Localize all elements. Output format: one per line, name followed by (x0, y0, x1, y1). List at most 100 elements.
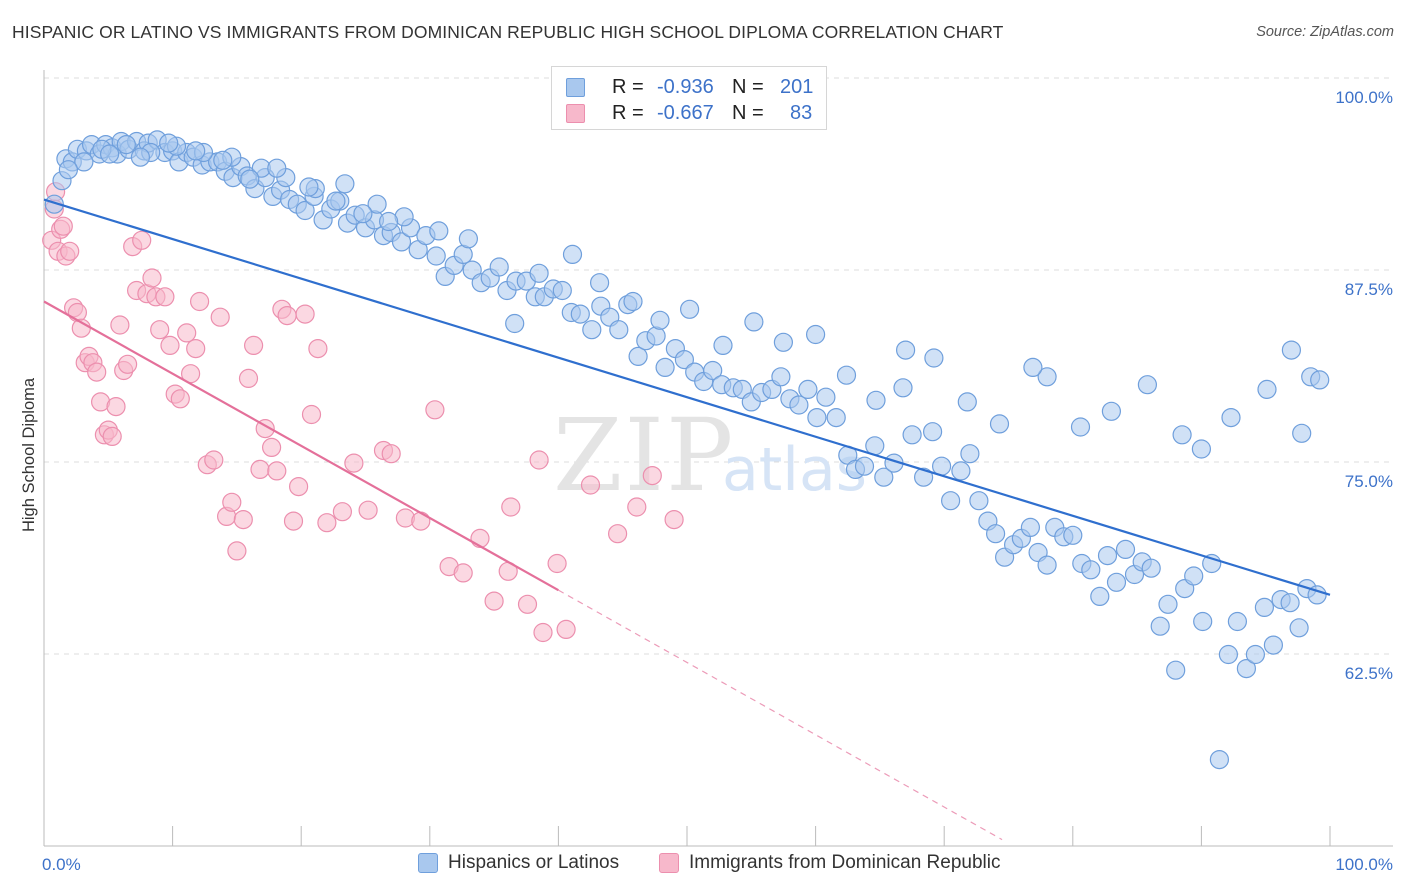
point-dominican (395, 508, 415, 528)
point-hispanic (489, 257, 509, 277)
y-tick-label: 87.5% (1345, 280, 1393, 299)
point-hispanic (609, 320, 629, 340)
point-hispanic (1218, 644, 1239, 665)
point-hispanic (1209, 749, 1230, 770)
point-hispanic (771, 367, 791, 387)
y-tick-label: 75.0% (1345, 472, 1393, 491)
point-hispanic (960, 444, 980, 464)
point-dominican (150, 320, 170, 340)
point-hispanic (1150, 616, 1170, 636)
point-hispanic (893, 378, 913, 398)
point-hispanic (552, 280, 572, 301)
point-dominican (556, 619, 576, 640)
point-dominican (277, 306, 297, 326)
point-hispanic (807, 408, 827, 428)
point-hispanic (213, 150, 233, 170)
point-hispanic (1063, 525, 1083, 545)
point-hispanic (1166, 660, 1186, 680)
point-hispanic (240, 169, 260, 189)
point-hispanic (744, 312, 764, 332)
point-hispanic (74, 152, 94, 172)
y-tick-label: 62.5% (1345, 664, 1393, 683)
point-hispanic (116, 135, 136, 155)
point-hispanic (1221, 408, 1241, 428)
point-dominican (501, 497, 521, 517)
point-hispanic (562, 244, 583, 264)
y-axis-title: High School Diploma (20, 377, 38, 532)
point-dominican (238, 368, 259, 388)
point-dominican (664, 509, 684, 530)
legend-r-value: -0.667 (657, 102, 714, 124)
point-hispanic (1137, 375, 1158, 395)
point-dominican (210, 307, 230, 327)
point-dominican (381, 444, 401, 464)
point-hispanic (295, 200, 315, 221)
legend-swatch-blue (418, 853, 438, 873)
point-hispanic (1292, 423, 1312, 443)
point-hispanic (1070, 417, 1091, 437)
source-label: Source: ZipAtlas.com (1256, 24, 1394, 40)
point-dominican (332, 502, 352, 522)
point-hispanic (159, 133, 179, 153)
point-hispanic (789, 395, 809, 415)
point-hispanic (99, 144, 120, 164)
point-dominican (60, 241, 80, 261)
point-hispanic (628, 346, 648, 366)
point-hispanic (679, 299, 700, 319)
series-dominican-points (42, 182, 684, 643)
point-hispanic (951, 461, 971, 481)
point-hispanic (299, 177, 319, 197)
point-hispanic (922, 422, 943, 442)
point-hispanic (805, 324, 826, 345)
x-tick-label-right: 100.0% (1335, 855, 1393, 874)
point-hispanic (391, 232, 412, 252)
legend-swatch-pink (659, 853, 679, 873)
point-hispanic (1115, 539, 1136, 560)
legend-n-value: 201 (780, 76, 814, 98)
point-hispanic (589, 273, 610, 293)
point-dominican (222, 492, 242, 512)
point-hispanic (1090, 586, 1110, 607)
point-hispanic (703, 360, 723, 381)
point-hispanic (874, 467, 894, 487)
legend-label-dominican: Immigrants from Dominican Republic (689, 852, 1001, 873)
point-dominican (425, 400, 445, 420)
point-hispanic (1280, 593, 1300, 613)
chart-title: HISPANIC OR LATINO VS IMMIGRANTS FROM DO… (12, 22, 1004, 42)
watermark-atlas: atlas (722, 435, 867, 505)
trendline-hispanic (43, 198, 1331, 596)
point-hispanic (1037, 555, 1057, 575)
point-dominican (106, 397, 126, 417)
point-hispanic (267, 158, 287, 178)
point-dominican (295, 304, 315, 324)
point-hispanic (1245, 644, 1266, 665)
point-hispanic (1158, 594, 1178, 614)
series-hispanic-points (44, 130, 1330, 770)
point-hispanic (130, 147, 150, 167)
point-dominican (204, 450, 224, 470)
point-hispanic (529, 263, 549, 283)
point-hispanic (866, 390, 886, 410)
point-hispanic (895, 340, 916, 360)
point-hispanic (1257, 379, 1277, 399)
point-hispanic (570, 304, 590, 324)
point-dominican (67, 302, 88, 323)
point-hispanic (505, 313, 525, 334)
point-hispanic (957, 392, 977, 412)
point-hispanic (335, 174, 355, 194)
point-dominican (244, 335, 264, 355)
point-dominican (267, 461, 287, 481)
point-hispanic (826, 408, 846, 428)
point-dominican (155, 287, 175, 307)
legend-r-value: -0.936 (657, 76, 714, 98)
point-hispanic (426, 246, 446, 266)
point-hispanic (646, 326, 666, 346)
point-hispanic (902, 425, 922, 445)
point-hispanic (1141, 558, 1161, 578)
legend-r-label: R = (612, 76, 644, 98)
point-hispanic (1101, 401, 1122, 421)
point-dominican (627, 497, 647, 517)
point-dominican (580, 475, 601, 495)
point-dominican (317, 513, 337, 533)
point-hispanic (913, 467, 934, 487)
